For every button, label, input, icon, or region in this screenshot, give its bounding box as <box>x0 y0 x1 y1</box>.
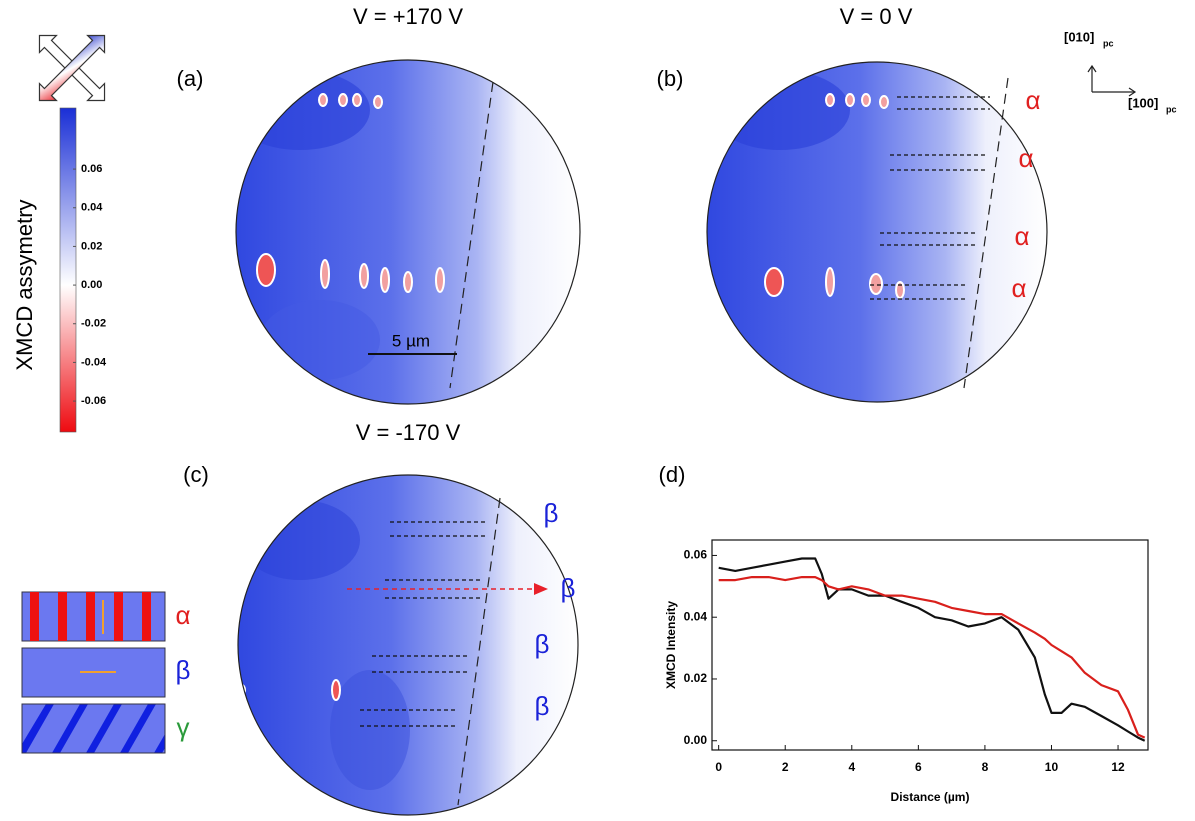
domain-label: α <box>1018 143 1033 173</box>
panel-label: (b) <box>657 66 684 91</box>
colorbar-tick-label: 0.04 <box>81 202 103 214</box>
x-tick-label: 2 <box>782 760 789 774</box>
scale-bar-label: 5 µm <box>392 331 430 350</box>
axis-key-x: [100] <box>1128 95 1158 110</box>
panel-title: V = 0 V <box>840 4 913 29</box>
y-tick-label: 0.02 <box>684 671 708 685</box>
colorbar-tick-label: 0.02 <box>81 240 102 252</box>
x-tick-label: 8 <box>982 760 989 774</box>
domain-label: α <box>1011 273 1026 303</box>
axis-key-x-sub: pc <box>1166 104 1177 114</box>
domain-label: α <box>1014 221 1029 251</box>
panel-label: (a) <box>177 66 204 91</box>
domain-label: α <box>1025 85 1040 115</box>
y-tick-label: 0.06 <box>684 548 708 562</box>
panel-title: V = -170 V <box>356 420 461 445</box>
colorbar-tick-label: -0.04 <box>81 356 107 368</box>
y-tick-label: 0.04 <box>684 609 708 623</box>
colorbar-tick-label: 0.00 <box>81 279 102 291</box>
axes-key <box>1087 64 1137 97</box>
legend-domain: α <box>175 600 190 630</box>
data-line <box>718 557 1146 742</box>
polarization-icon <box>38 34 106 102</box>
axis-key-y-sub: pc <box>1103 38 1114 48</box>
colorbar-tick-label: -0.02 <box>81 318 106 330</box>
axis-key-y: [010] <box>1064 29 1094 44</box>
panel-label: (c) <box>183 462 209 487</box>
x-axis-label: Distance (µm) <box>891 790 970 804</box>
xmcd-image-a <box>235 59 581 405</box>
data-line <box>718 576 1146 739</box>
legend-domain: γ <box>177 712 190 742</box>
line-chart: 0.00 0.02 0.04 0.06 0 2 4 6 8 10 12 Distance (µm) XM… <box>664 539 1149 804</box>
panel-label: (d) <box>659 462 686 487</box>
domain-schematic <box>21 591 166 754</box>
colorbar-tick-label: 0.06 <box>81 163 102 175</box>
colorbar-scale <box>59 107 77 433</box>
y-axis-label: XMCD Intensity <box>664 601 678 689</box>
x-tick-label: 10 <box>1045 760 1059 774</box>
legend-domain: β <box>176 655 191 685</box>
colorbar-label: XMCD assymetry <box>12 199 37 370</box>
plot-frame <box>711 539 1149 751</box>
xmcd-image-c <box>237 474 579 816</box>
domain-label: β <box>561 573 576 603</box>
panel-title: V = +170 V <box>353 4 463 29</box>
x-tick-label: 12 <box>1111 760 1125 774</box>
x-tick-label: 0 <box>715 760 722 774</box>
colorbar-tick-label: -0.06 <box>81 395 106 407</box>
domain-label: β <box>535 691 550 721</box>
colorbar: 0.06 0.04 0.02 0.00 -0.02 -0.04 -0.06 <box>59 107 107 433</box>
x-tick-label: 4 <box>848 760 855 774</box>
xmcd-image-b <box>706 61 1048 403</box>
x-tick-label: 6 <box>915 760 922 774</box>
y-tick-label: 0.00 <box>684 733 708 747</box>
domain-label: β <box>544 498 559 528</box>
domain-label: β <box>535 629 550 659</box>
